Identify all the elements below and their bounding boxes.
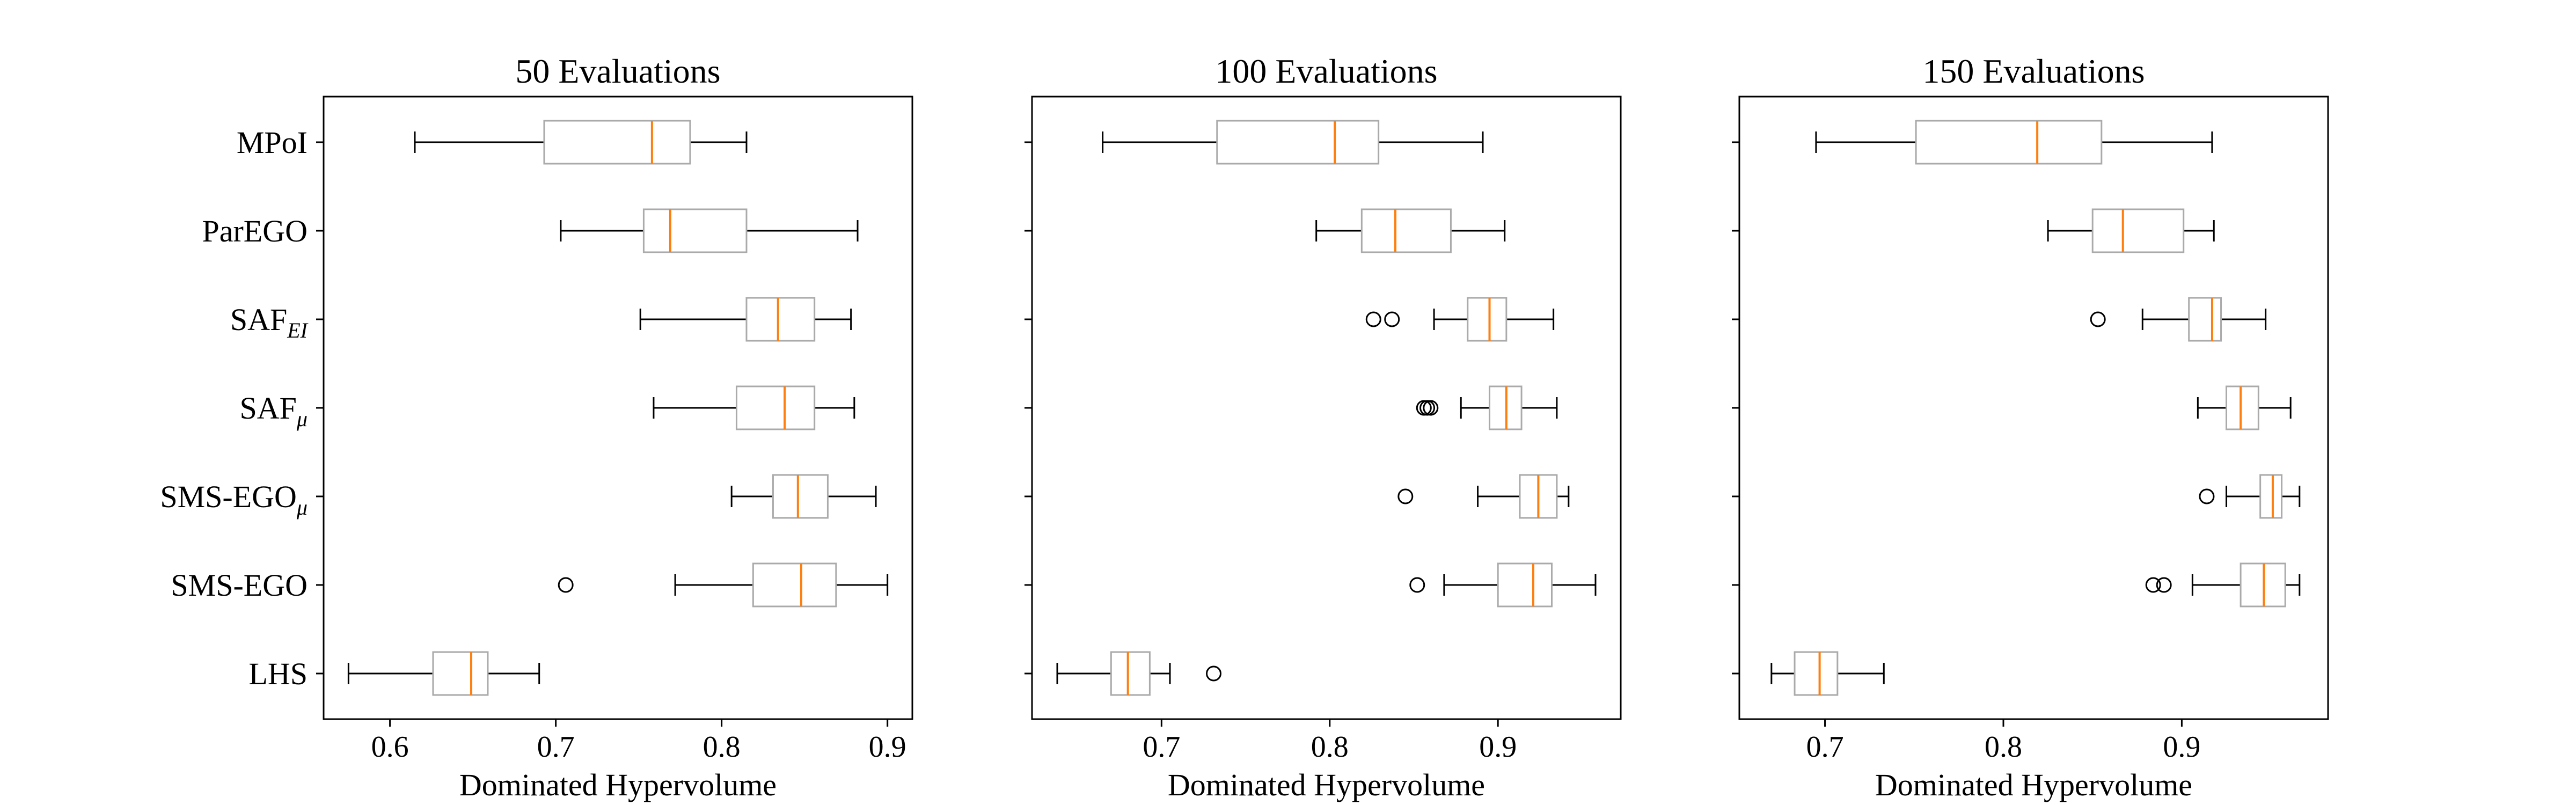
category-subscript: EI	[287, 318, 308, 342]
outlier-point	[2199, 488, 2215, 504]
category-subscript: μ	[296, 495, 308, 519]
x-tick-label: 0.7	[1143, 730, 1180, 764]
category-name: ParEGO	[202, 214, 308, 248]
x-axis-label: Dominated Hypervolume	[459, 767, 777, 802]
iqr-box	[642, 208, 748, 253]
category-label-6: SMS-EGO	[171, 568, 308, 603]
box-sms-ego-mu	[2199, 474, 2301, 519]
box-sms-ego	[1409, 562, 1597, 608]
category-label-4: SAFμ	[240, 391, 308, 431]
iqr-box	[1360, 208, 1452, 253]
x-tick-label: 0.6	[371, 730, 409, 764]
chart-panel-1: 50 Evaluations 0.6 0.7 0.8 0.9 Dominated Hype…	[160, 52, 913, 802]
box-lhs	[1056, 651, 1222, 696]
outlier-point	[1365, 311, 1381, 327]
box-sms-ego	[558, 562, 889, 608]
x-tick-label: 0.7	[537, 730, 575, 764]
iqr-box	[1915, 120, 2103, 165]
outlier-point	[1423, 400, 1439, 416]
box-saf-mu	[653, 385, 855, 430]
iqr-box	[2259, 474, 2283, 519]
iqr-box	[1216, 120, 1380, 165]
outlier-point	[2090, 311, 2106, 327]
iqr-box	[2226, 385, 2259, 430]
iqr-box	[2091, 208, 2185, 253]
chart-title: 150 Evaluations	[1922, 52, 2145, 90]
box-mpoi	[414, 120, 748, 165]
chart-title: 100 Evaluations	[1215, 52, 1437, 90]
box-sms-ego-mu	[1397, 474, 1570, 519]
iqr-box	[1110, 651, 1151, 696]
box-mpoi	[1102, 120, 1484, 165]
box-saf-ei	[639, 297, 852, 342]
box-sms-ego	[2145, 562, 2301, 608]
box-saf-mu	[2197, 385, 2292, 430]
box-parego	[560, 208, 859, 253]
x-tick-label: 0.9	[869, 730, 906, 764]
category-label-3: SAFEI	[230, 302, 309, 342]
x-axis-label: Dominated Hypervolume	[1875, 767, 2192, 802]
iqr-box	[745, 297, 816, 342]
iqr-box	[752, 562, 837, 608]
box-sms-ego-mu	[730, 474, 877, 519]
iqr-box	[2188, 297, 2222, 342]
category-name: SAF	[230, 302, 287, 337]
outlier-point	[2156, 577, 2172, 593]
outlier-point	[2145, 577, 2161, 593]
iqr-box	[735, 385, 816, 430]
box-parego	[1315, 208, 1506, 253]
x-tick-label: 0.9	[2163, 730, 2200, 764]
category-name: MPoI	[237, 125, 308, 160]
box-saf-ei	[2090, 297, 2267, 342]
box-mpoi	[1815, 120, 2213, 165]
chart-title: 50 Evaluations	[515, 52, 720, 90]
x-tick-label: 0.8	[1311, 730, 1349, 764]
category-name: SMS-EGO	[160, 479, 297, 514]
category-label-2: ParEGO	[202, 214, 308, 248]
category-subscript: μ	[296, 407, 308, 431]
category-label-7: LHS	[248, 656, 308, 691]
box-lhs	[347, 651, 540, 696]
outlier-point	[1384, 311, 1400, 327]
category-name: SMS-EGO	[171, 568, 308, 603]
iqr-box	[432, 651, 489, 696]
box-lhs	[1770, 651, 1885, 696]
outlier-point	[1409, 577, 1425, 593]
category-name: LHS	[248, 656, 308, 691]
outlier-point	[558, 577, 574, 593]
x-tick-label: 0.8	[703, 730, 741, 764]
box-parego	[2047, 208, 2215, 253]
category-label-5: SMS-EGOμ	[160, 479, 308, 519]
outlier-point	[1206, 665, 1222, 682]
iqr-box	[1794, 651, 1839, 696]
iqr-box	[1467, 297, 1507, 342]
x-axis-label: Dominated Hypervolume	[1168, 767, 1485, 802]
iqr-box	[1497, 562, 1553, 608]
x-tick-label: 0.7	[1806, 730, 1844, 764]
x-tick-label: 0.8	[1985, 730, 2022, 764]
category-name: SAF	[240, 391, 297, 426]
category-label-1: MPoI	[237, 125, 308, 160]
iqr-box	[543, 120, 691, 165]
box-saf-ei	[1365, 297, 1555, 342]
outlier-point	[1397, 488, 1414, 504]
x-tick-label: 0.9	[1479, 730, 1517, 764]
iqr-box	[772, 474, 829, 519]
outlier-point	[1419, 400, 1436, 416]
box-saf-mu	[1416, 385, 1558, 430]
